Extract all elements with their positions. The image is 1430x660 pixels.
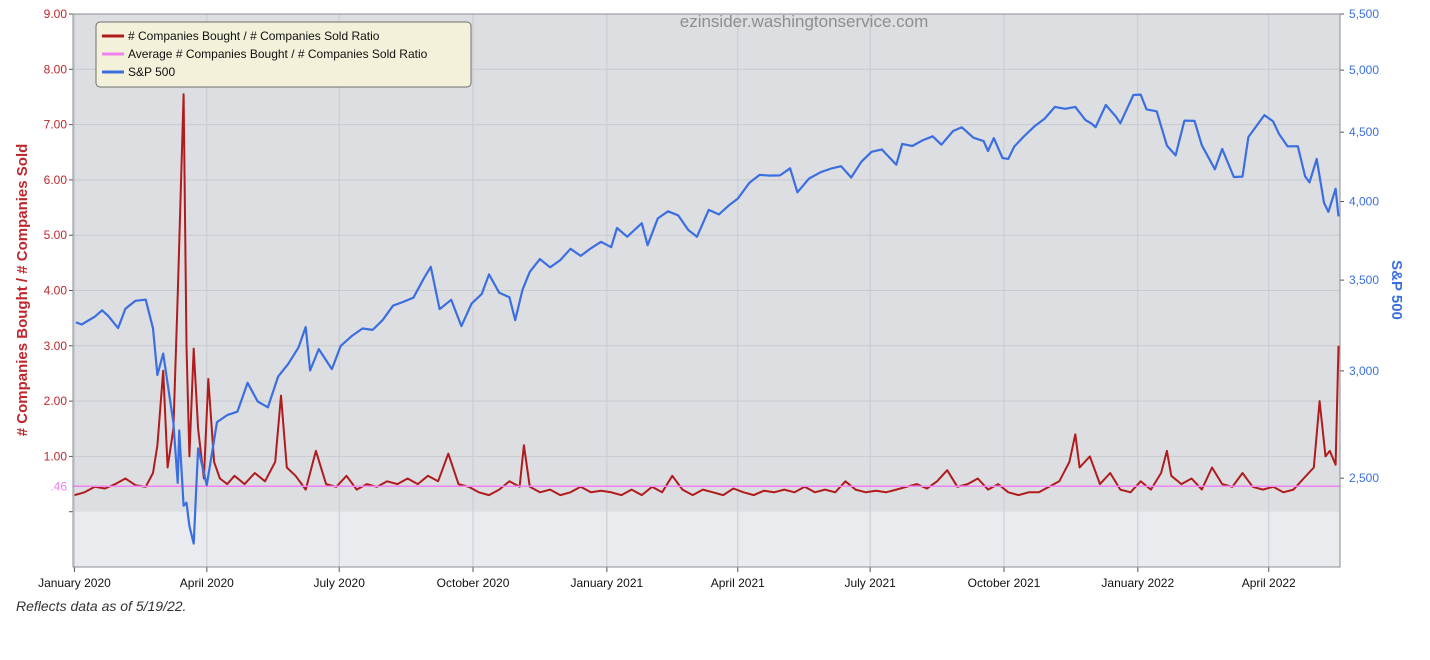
y-left-tick-label: 5.00 (44, 228, 68, 242)
x-tick-label: April 2022 (1242, 576, 1296, 590)
y-left-average-label: .46 (50, 479, 67, 493)
y-left-axis-title: # Companies Bought / # Companies Sold (14, 144, 31, 437)
y-left-tick-label: 6.00 (44, 173, 68, 187)
legend-entry-ratio: # Companies Bought / # Companies Sold Ra… (128, 29, 380, 43)
legend-entry-average: Average # Companies Bought / # Companies… (128, 47, 428, 61)
x-tick-label: July 2021 (844, 576, 896, 590)
y-right-tick-label: 3,000 (1349, 364, 1379, 378)
y-left-tick-label: 2.00 (44, 394, 68, 408)
y-right-tick-label: 4,000 (1349, 194, 1379, 208)
ratio-series-line (74, 93, 1340, 497)
y-right-tick-label: 4,500 (1349, 125, 1379, 139)
y-right-tick-label: 5,500 (1349, 7, 1379, 21)
y-left-tick-label: 7.00 (44, 118, 68, 132)
series-layer (73, 93, 1340, 545)
shaded-band (73, 14, 1340, 512)
x-tick-label: October 2021 (968, 576, 1041, 590)
y-left-tick-label: 9.00 (44, 7, 68, 21)
x-tick-label: April 2021 (711, 576, 765, 590)
y-right-tick-label: 2,500 (1349, 471, 1379, 485)
watermark: ezinsider.washingtonservice.com (680, 12, 929, 31)
legend: # Companies Bought / # Companies Sold Ra… (95, 21, 472, 88)
y-left-tick-label: 1.00 (44, 449, 68, 463)
x-tick-label: January 2021 (570, 576, 643, 590)
footnote: Reflects data as of 5/19/22. (16, 598, 187, 614)
legend-entry-sp500: S&P 500 (128, 65, 175, 79)
x-tick-label: July 2020 (314, 576, 366, 590)
legend-box (95, 21, 472, 88)
x-tick-label: April 2020 (180, 576, 234, 590)
axis-layer: 1.00 2.00 3.00 4.00 5.00 6.00 7.00 8.00 9.00 .46 2… (38, 7, 1379, 590)
x-tick-label: October 2020 (437, 576, 510, 590)
y-right-tick-label: 3,500 (1349, 273, 1379, 287)
y-right-axis-title: S&P 500 (1388, 260, 1405, 320)
y-right-tick-label: 5,000 (1349, 63, 1379, 77)
plot-border (72, 13, 1341, 568)
sp500-series-line (75, 93, 1340, 545)
y-left-tick-label: 3.00 (44, 339, 68, 353)
shaded-band-layer (73, 14, 1340, 512)
y-left-tick-label: 8.00 (44, 62, 68, 76)
x-tick-label: January 2022 (1101, 576, 1174, 590)
y-left-tick-label: 4.00 (44, 284, 68, 298)
x-tick-label: January 2020 (38, 576, 111, 590)
